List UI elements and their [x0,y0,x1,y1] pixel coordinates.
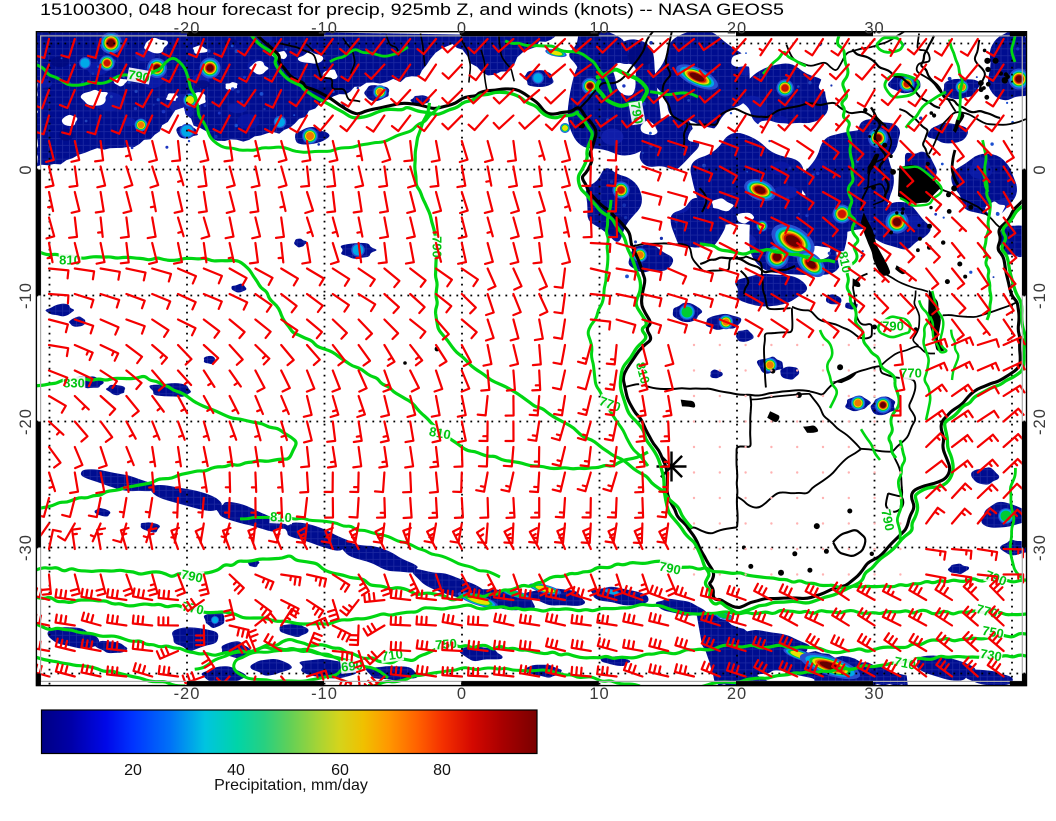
svg-text:15100300, 048 hour forecast fo: 15100300, 048 hour forecast for precip, … [40,0,784,19]
svg-text:20: 20 [124,762,142,779]
svg-text:0: 0 [17,164,35,174]
svg-text:-20: -20 [174,685,201,703]
svg-text:-30: -30 [1031,534,1049,561]
svg-text:790: 790 [658,558,682,577]
svg-text:Precipitation, mm/day: Precipitation, mm/day [214,777,368,794]
svg-text:-10: -10 [17,282,35,309]
svg-text:0: 0 [457,20,467,38]
svg-text:30: 30 [864,20,884,38]
svg-text:-20: -20 [17,408,35,435]
svg-text:710: 710 [893,653,917,672]
svg-text:-20: -20 [1031,408,1049,435]
svg-text:20: 20 [727,20,747,38]
svg-text:10: 10 [589,20,609,38]
svg-text:-20: -20 [174,20,201,38]
svg-text:10: 10 [589,685,609,703]
svg-text:790: 790 [878,508,897,532]
svg-text:730: 730 [979,646,1003,665]
svg-text:0: 0 [457,685,467,703]
svg-text:-10: -10 [1031,282,1049,309]
svg-text:40: 40 [227,762,245,779]
svg-text:0: 0 [1031,164,1049,174]
svg-text:-30: -30 [17,534,35,561]
svg-text:20: 20 [727,685,747,703]
svg-text:830: 830 [63,376,85,391]
svg-text:790: 790 [180,566,204,585]
svg-text:790: 790 [628,101,647,125]
svg-text:770: 770 [900,366,922,381]
svg-text:30: 30 [864,685,884,703]
svg-text:810: 810 [428,424,452,443]
svg-text:60: 60 [331,762,349,779]
svg-text:80: 80 [433,762,451,779]
svg-text:-10: -10 [311,685,338,703]
svg-text:-10: -10 [311,20,338,38]
